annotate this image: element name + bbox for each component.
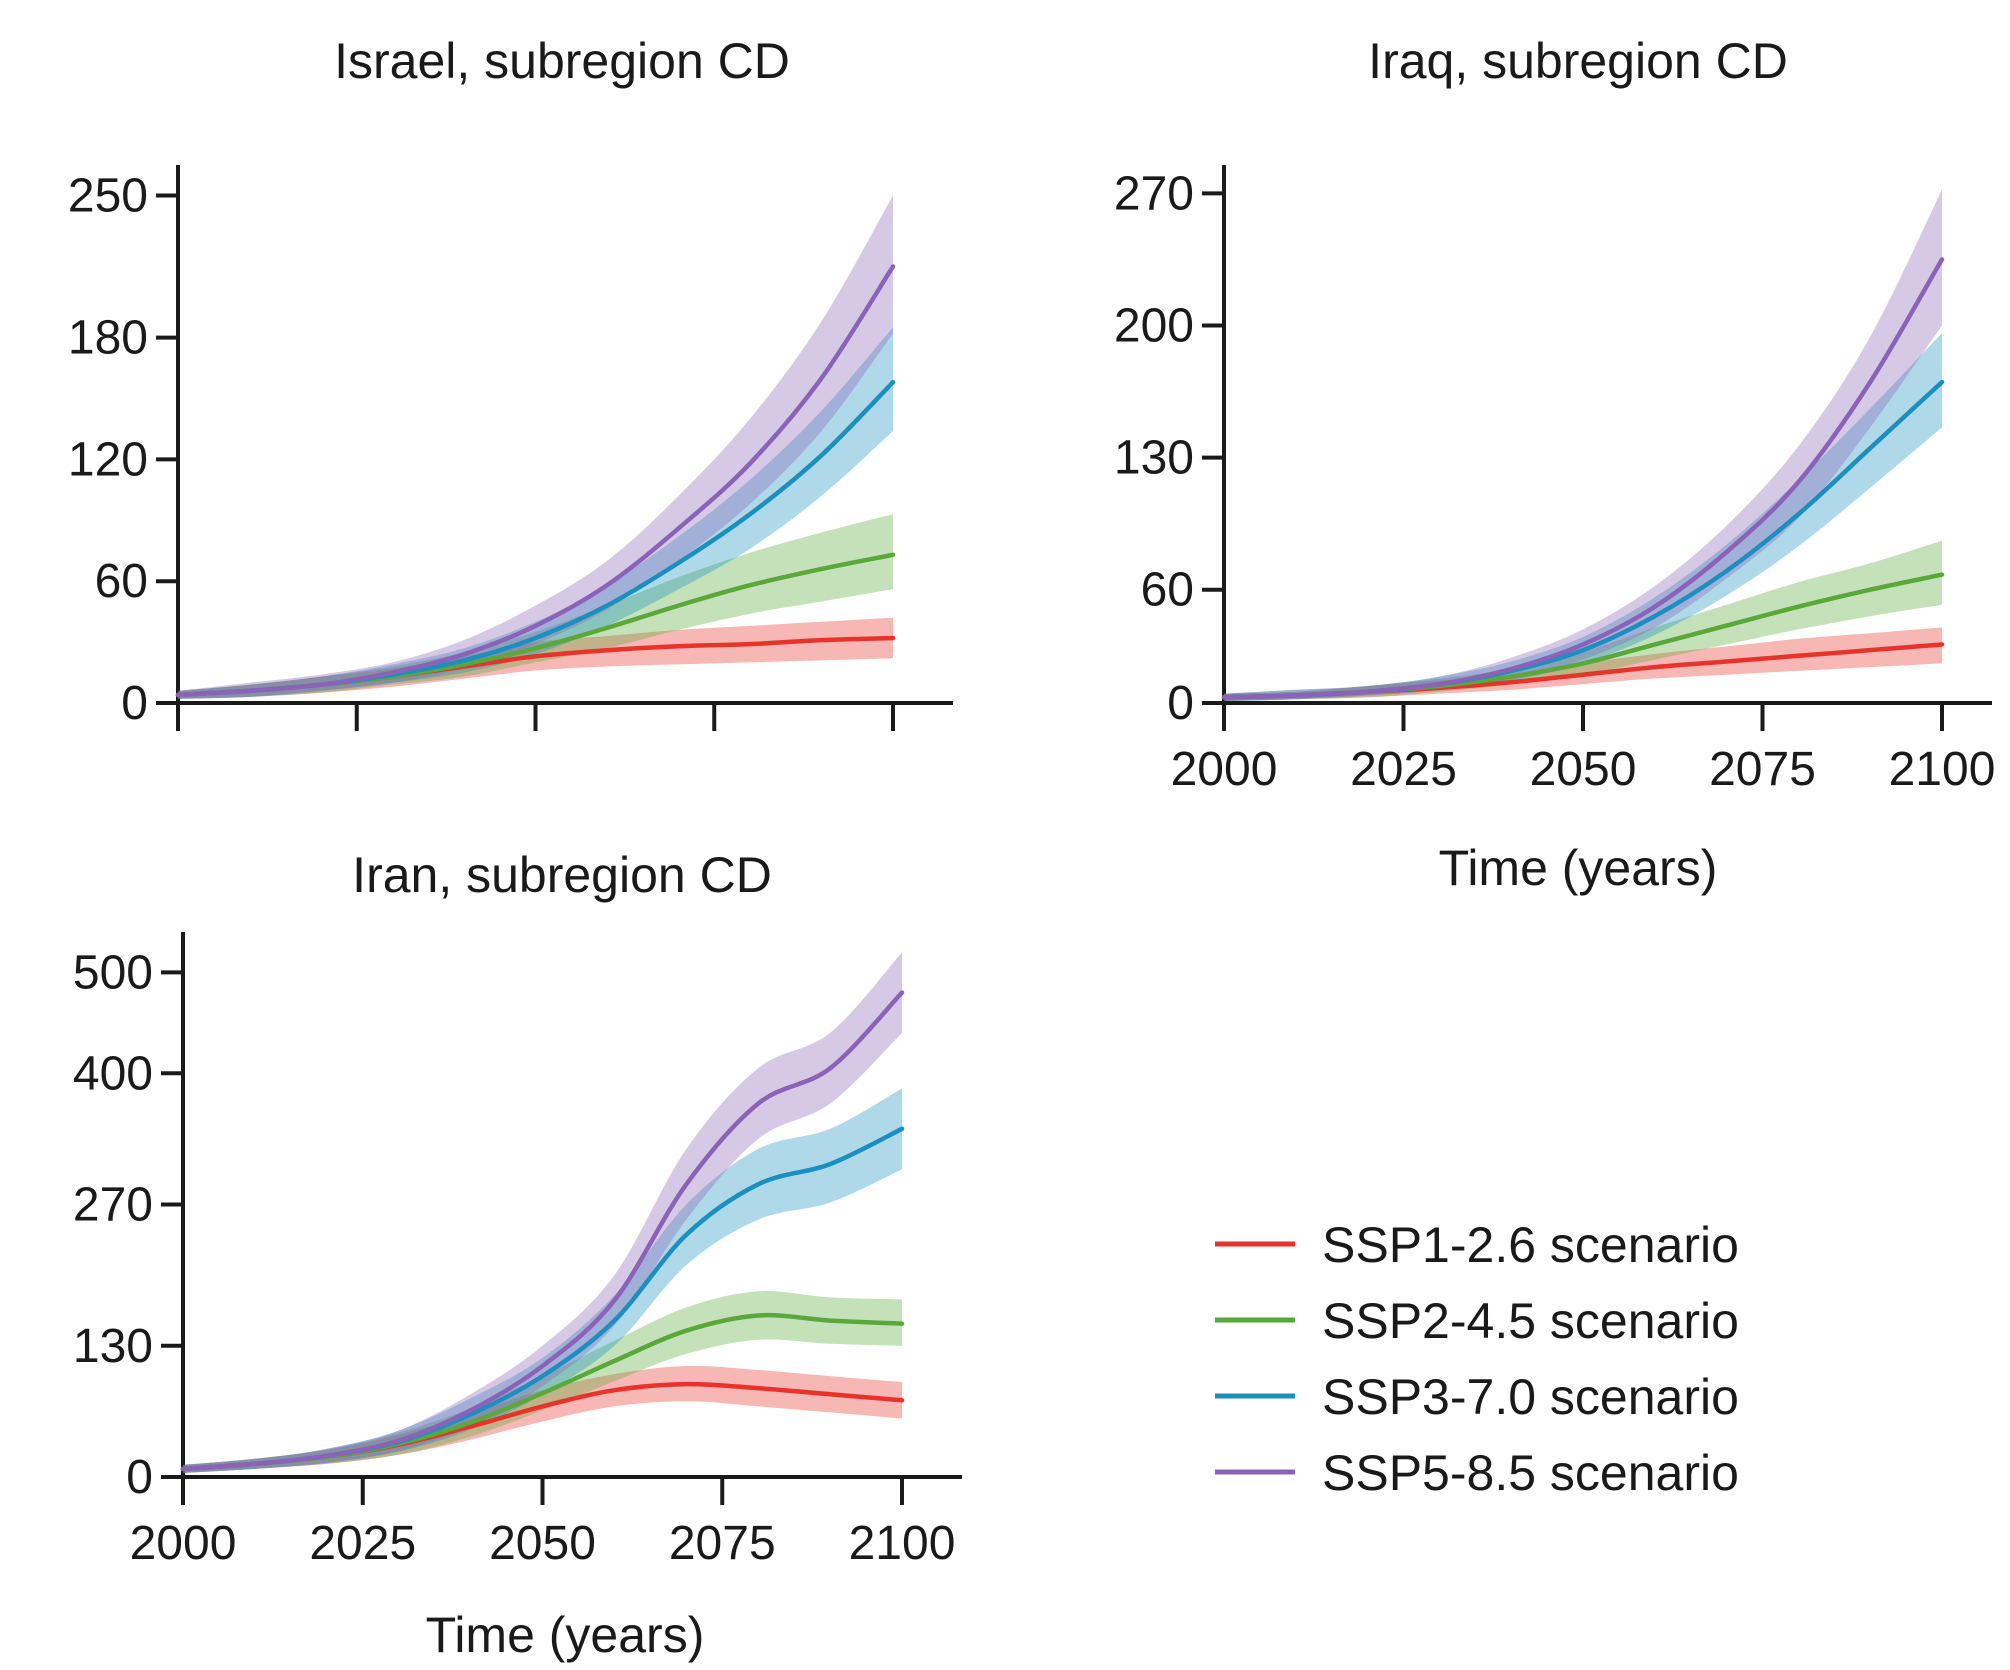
legend: SSP1-2.6 scenario SSP2-4.5 scenario SSP3… [1215, 1217, 1739, 1501]
panel-title: Iran, subregion CD [352, 847, 772, 903]
uncertainty-band-4 [1224, 189, 1942, 702]
uncertainty-band-2 [183, 1291, 902, 1473]
x-tick-label: 2100 [849, 1517, 956, 1570]
legend-item: SSP1-2.6 scenario [1215, 1217, 1739, 1273]
y-tick-label: 270 [1114, 167, 1194, 220]
x-tick-label: 2025 [309, 1517, 416, 1570]
y-tick-label: 0 [126, 1451, 153, 1504]
x-tick-label: 2000 [130, 1517, 237, 1570]
y-tick-label: 130 [1114, 432, 1194, 485]
uncertainty-band-4 [183, 952, 902, 1473]
uncertainty-band-1 [183, 1365, 902, 1473]
x-axis-label: Time (years) [1439, 840, 1718, 896]
y-tick-label: 200 [1114, 299, 1194, 352]
y-tick-label: 60 [1141, 564, 1194, 617]
plot-area: 0 130 270 400 500 2000 2025 2050 2075 2100 [73, 932, 962, 1570]
x-tick-label: 2075 [669, 1517, 776, 1570]
panel-title: Iraq, subregion CD [1368, 33, 1788, 89]
x-tick-label: 2100 [1889, 743, 1996, 796]
series-line-4 [175, 264, 896, 698]
legend-label: SSP2-4.5 scenario [1322, 1293, 1739, 1349]
series-line-4 [180, 990, 905, 1472]
plot-area: 0 60 120 180 250 [68, 165, 953, 731]
x-tick-label: 2075 [1709, 743, 1816, 796]
uncertainty-band-3 [183, 1088, 902, 1473]
y-tick-label: 60 [95, 555, 148, 608]
uncertainty-band-2 [1224, 540, 1942, 702]
uncertainty-band-2 [178, 514, 893, 699]
panel-title: Israel, subregion CD [334, 33, 790, 89]
y-tick-label: 130 [73, 1320, 153, 1373]
y-tick-label: 180 [68, 312, 148, 365]
panel-israel: Israel, subregion CD 0 60 120 180 250 [68, 33, 953, 731]
x-tick-label: 2050 [489, 1517, 596, 1570]
legend-label: SSP5-8.5 scenario [1322, 1445, 1739, 1501]
legend-label: SSP1-2.6 scenario [1322, 1217, 1739, 1273]
legend-item: SSP3-7.0 scenario [1215, 1369, 1739, 1425]
y-tick-label: 270 [73, 1179, 153, 1232]
x-tick-label: 2050 [1530, 743, 1637, 796]
series-line-4 [1221, 257, 1945, 700]
panel-iraq: Iraq, subregion CD Time (years) 0 60 130 20… [1114, 33, 1995, 896]
legend-label: SSP3-7.0 scenario [1322, 1369, 1739, 1425]
panel-iran: Iran, subregion CD Time (years) 0 130 270 4… [73, 847, 962, 1663]
x-axis-label: Time (years) [426, 1607, 705, 1663]
legend-item: SSP2-4.5 scenario [1215, 1293, 1739, 1349]
y-tick-label: 500 [73, 946, 153, 999]
x-tick-label: 2000 [1171, 743, 1278, 796]
y-tick-label: 0 [121, 677, 148, 730]
x-tick-label: 2025 [1350, 743, 1457, 796]
uncertainty-band-4 [178, 195, 893, 699]
legend-item: SSP5-8.5 scenario [1215, 1445, 1739, 1501]
y-tick-label: 400 [73, 1047, 153, 1100]
plot-area: 0 60 130 200 270 2000 2025 2050 2075 2100 [1114, 165, 1995, 796]
y-tick-label: 250 [68, 169, 148, 222]
y-tick-label: 120 [68, 433, 148, 486]
y-tick-label: 0 [1167, 677, 1194, 730]
